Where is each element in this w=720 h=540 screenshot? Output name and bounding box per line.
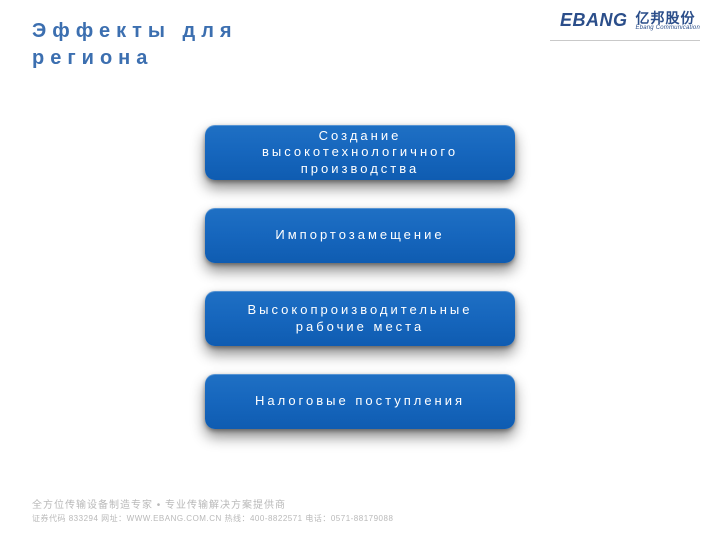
effects-stack: Создание высокотехнологичного производст… (205, 125, 515, 429)
effect-label: Создание высокотехнологичного производст… (219, 128, 501, 177)
title-line-2: региона (32, 47, 153, 69)
logo-cjk-bottom: Ebang Communication (635, 25, 700, 31)
slide-footer: 全方位传输设备制造专家 • 专业传输解决方案提供商 证券代码 833294 网址… (32, 496, 393, 524)
effect-pill: Импортозамещение (205, 208, 515, 263)
logo-cjk-block: 亿邦股份 Ebang Communication (635, 11, 700, 31)
effect-label: Высокопроизводительные рабочие места (219, 302, 501, 335)
effect-pill: Высокопроизводительные рабочие места (205, 291, 515, 346)
logo-cjk-top: 亿邦股份 (635, 11, 695, 25)
footer-line-2: 证券代码 833294 网址：WWW.EBANG.COM.CN 热线：400-8… (32, 513, 393, 524)
footer-line-1: 全方位传输设备制造专家 • 专业传输解决方案提供商 (32, 496, 393, 511)
logo-brand-text: EBANG (560, 10, 628, 31)
logo-underline (550, 40, 700, 41)
effect-label: Импортозамещение (275, 227, 444, 243)
slide-header: Эффекты для региона (32, 18, 238, 72)
effect-pill: Создание высокотехнологичного производст… (205, 125, 515, 180)
slide-title: Эффекты для региона (32, 18, 238, 72)
effect-label: Налоговые поступления (255, 393, 465, 409)
effect-pill: Налоговые поступления (205, 374, 515, 429)
brand-logo: EBANG 亿邦股份 Ebang Communication (560, 10, 700, 31)
title-line-1: Эффекты для (32, 20, 238, 42)
